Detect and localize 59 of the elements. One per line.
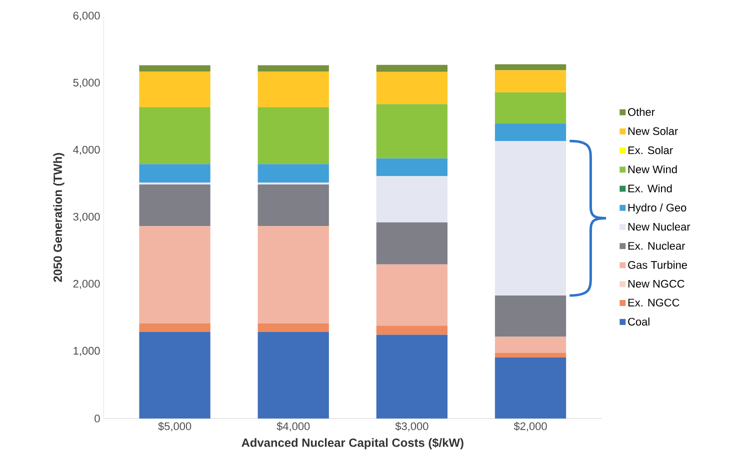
bar — [376, 334, 448, 418]
bar — [139, 184, 210, 226]
legend-label: New NGCC — [628, 280, 684, 288]
bar — [258, 184, 329, 226]
bar — [139, 106, 210, 164]
bar — [258, 226, 329, 324]
x-tick-label: $4,000 — [276, 422, 310, 432]
bar — [139, 71, 210, 107]
legend-label: Ex. NGCC — [628, 298, 680, 306]
bar — [376, 176, 448, 222]
bar — [139, 164, 210, 182]
bar — [494, 357, 566, 418]
bar — [376, 72, 448, 104]
legend-label: New Nuclear — [628, 222, 690, 230]
x-tick-label: $2,000 — [514, 422, 547, 432]
legend-label: Other — [628, 108, 655, 116]
bar — [376, 222, 448, 264]
y-tick-label: 2,000 — [73, 280, 100, 289]
bar — [494, 92, 566, 124]
bar — [139, 65, 210, 72]
bar — [376, 64, 448, 72]
legend-label: Ex. Wind — [628, 184, 672, 192]
bar — [494, 140, 566, 296]
y-tick-label: 0 — [94, 414, 100, 422]
bar — [258, 65, 329, 72]
y-axis-title: 2050 Generation (TWh) — [53, 152, 64, 282]
bar — [139, 332, 210, 418]
y-tick-label: 1,000 — [74, 346, 100, 356]
legend-label: Coal — [628, 317, 650, 326]
bar — [376, 264, 448, 326]
bar — [494, 352, 566, 358]
legend-label: Ex. Solar — [628, 146, 673, 154]
bar — [494, 295, 566, 337]
bar — [376, 104, 448, 158]
bar — [258, 323, 329, 332]
legend-label: Ex. Nuclear — [628, 242, 686, 250]
legend-label: Hydro / Geo — [628, 203, 686, 214]
bar — [376, 326, 448, 335]
legend-label: Gas Turbine — [628, 260, 687, 269]
bar — [258, 164, 329, 182]
bar — [376, 158, 448, 176]
y-tick-label: 5,000 — [73, 78, 100, 88]
bar — [494, 64, 566, 70]
bar — [139, 323, 210, 332]
x-tick-label: $3,000 — [395, 422, 428, 432]
bar — [258, 106, 329, 164]
legend-label: New Wind — [628, 165, 677, 174]
bar — [258, 71, 329, 107]
y-tick-label: 3,000 — [73, 212, 100, 222]
bar — [494, 70, 566, 92]
bar — [494, 336, 566, 353]
x-tick-label: $5,000 — [158, 422, 192, 432]
bar — [494, 123, 566, 141]
bar — [139, 226, 210, 324]
y-tick-label: 4,000 — [73, 146, 100, 155]
legend-label: New Solar — [628, 126, 678, 135]
y-tick-label: 6,000 — [73, 12, 100, 21]
bar — [258, 332, 329, 418]
x-axis-title: Advanced Nuclear Capital Costs ($/kW) — [242, 438, 464, 450]
